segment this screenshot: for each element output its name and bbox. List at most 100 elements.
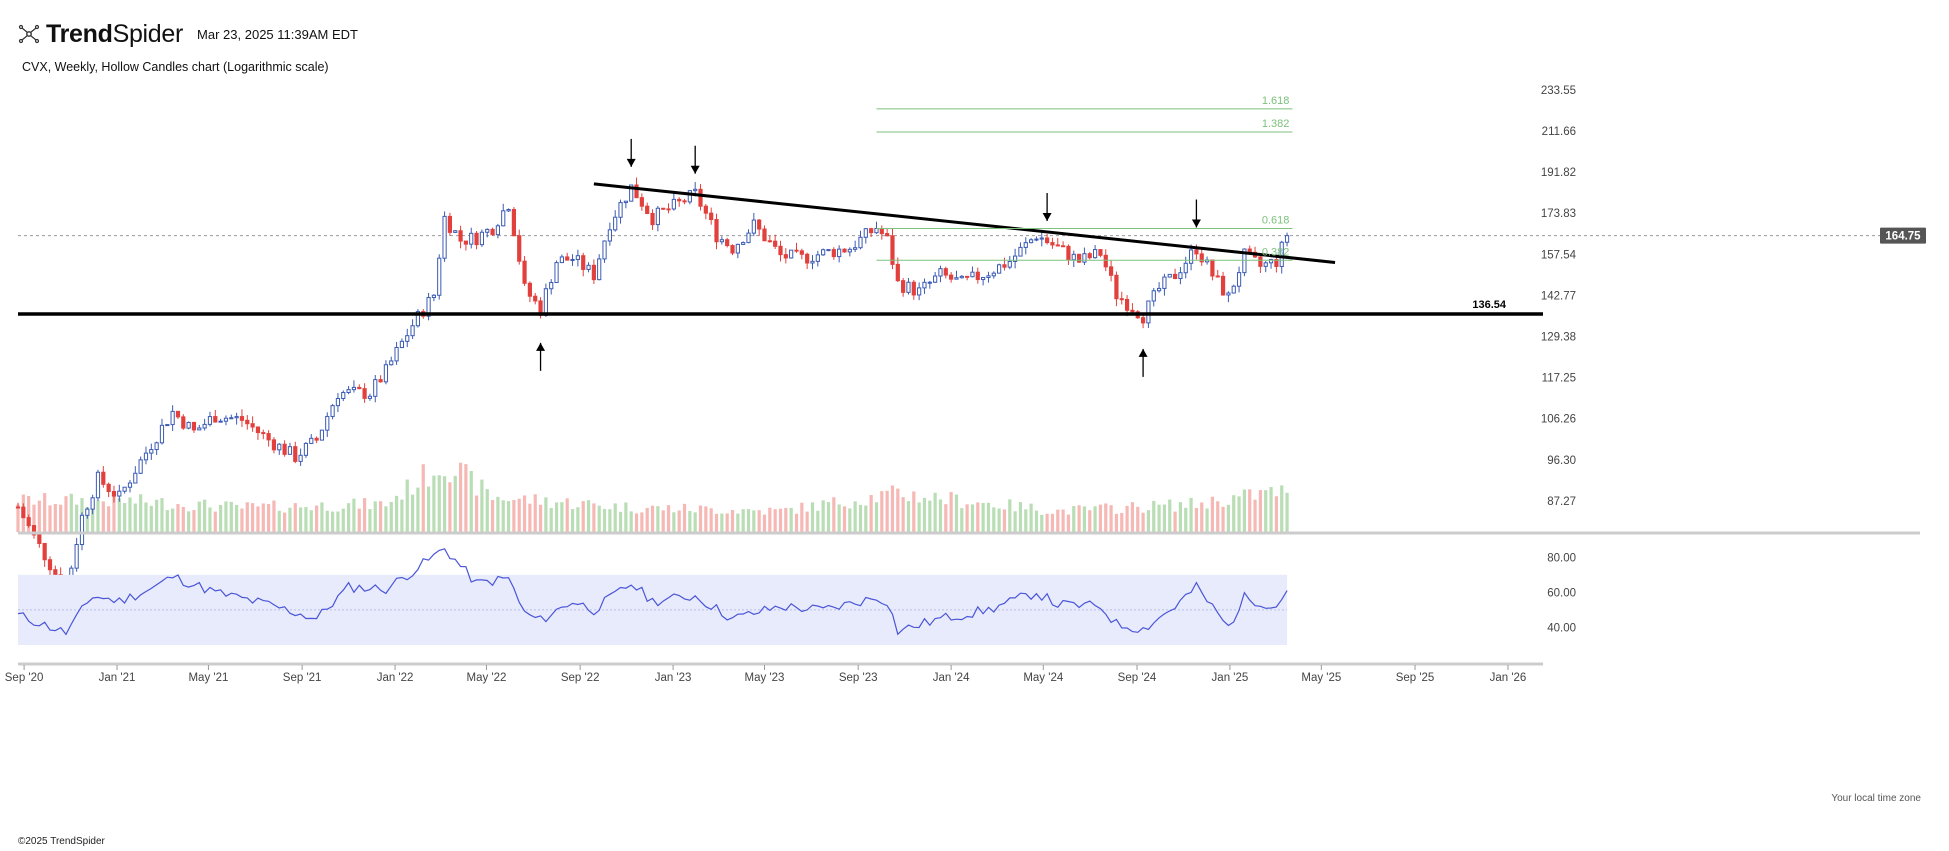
x-axis-tick-label: Jan '25 [1212, 672, 1249, 684]
volume-bar [133, 503, 137, 532]
header: TrendSpider Mar 23, 2025 11:39AM EDT [18, 18, 358, 50]
candle-body [607, 229, 612, 242]
candle-body [106, 483, 111, 492]
candle-body [149, 449, 154, 454]
candle-body [762, 228, 767, 242]
fib-level-label: 0.382 [1262, 246, 1290, 258]
volume-bar [1056, 509, 1060, 532]
candle-body [1151, 290, 1156, 302]
volume-bar [171, 508, 175, 532]
drawing-lines[interactable]: 136.54 1.618 1.382 0.618 0.382 [18, 95, 1543, 377]
trendspider-logo[interactable]: TrendSpider [18, 20, 183, 49]
volume-bar [59, 504, 63, 532]
x-axis-tick-label: Sep '24 [1118, 672, 1157, 684]
candle-body [1098, 249, 1103, 256]
volume-bar [501, 500, 505, 532]
volume-bar [768, 507, 772, 532]
volume-bar [1072, 506, 1076, 532]
candle-body [410, 325, 415, 337]
volume-bar [933, 492, 937, 532]
candle-body [890, 235, 895, 265]
candle-body [127, 482, 133, 488]
brand-name: TrendSpider [46, 20, 183, 49]
volume-bar [267, 504, 271, 532]
volume-bar [1120, 512, 1124, 532]
x-axis-tick-label: Jan '22 [377, 672, 414, 684]
volume-bar [208, 507, 212, 532]
candle-body [1194, 249, 1199, 255]
volume-bar [378, 501, 383, 532]
candle-body [1215, 275, 1220, 278]
candle-body [959, 275, 964, 279]
candle-body [138, 459, 143, 474]
volume-bar [357, 508, 361, 532]
candle-body [501, 210, 506, 227]
volume-bar [384, 506, 388, 532]
volume-bar [576, 507, 580, 532]
volume-bar [528, 503, 532, 532]
volume-bar [410, 494, 415, 532]
volume-bar [640, 512, 644, 532]
x-axis-tick-label: May '23 [745, 672, 785, 684]
candle-body [543, 288, 548, 316]
candle-body [53, 569, 58, 576]
candle-body [133, 472, 138, 484]
candle-body [565, 256, 570, 261]
candle-body [1279, 241, 1284, 267]
candle-body [85, 508, 90, 516]
volume-bar [826, 502, 831, 532]
candle-body [1034, 238, 1039, 241]
volume-bar [661, 510, 665, 532]
volume-bar [235, 504, 239, 532]
candle-body [330, 405, 335, 417]
volume-bar [762, 514, 767, 532]
volume-bar [1280, 485, 1284, 532]
fib-level-label: 1.382 [1262, 118, 1290, 130]
candle-body [554, 262, 559, 283]
support-level-label: 136.54 [1472, 299, 1507, 311]
volume-bar [1093, 506, 1097, 532]
volume-bars [16, 462, 1289, 532]
candle-body [1178, 272, 1183, 280]
candle-body [463, 240, 469, 245]
candle-body [314, 437, 319, 441]
candle-body [527, 282, 532, 297]
volume-bar [1024, 509, 1028, 532]
volume-bar [629, 511, 633, 532]
candle-body [341, 391, 346, 400]
volume-bar [1008, 499, 1012, 532]
candle-body [954, 277, 959, 280]
copyright: ©2025 TrendSpider [18, 836, 105, 847]
candle-body [687, 190, 692, 203]
rsi-axis-tick-label: 40.00 [1547, 622, 1576, 634]
candle-body [767, 240, 772, 243]
volume-bar [448, 482, 452, 532]
x-axis-tick-label: Jan '21 [99, 672, 136, 684]
volume-bar [426, 486, 431, 532]
timezone-note[interactable]: Your local time zone [1831, 793, 1921, 804]
candle-body [1007, 260, 1012, 268]
volume-bar [613, 503, 617, 532]
candle-body [778, 245, 783, 256]
volume-bar [442, 476, 447, 532]
candle-body [757, 219, 762, 230]
candle-body [357, 386, 362, 390]
candle-body [879, 228, 884, 235]
volume-bar [784, 507, 788, 532]
candle-body [1226, 292, 1231, 296]
candle-body [949, 274, 954, 280]
volume-bar [1125, 505, 1129, 532]
candle-body [122, 486, 127, 492]
candle-body [575, 255, 580, 260]
candle-body [719, 239, 724, 243]
volume-bar [341, 508, 345, 532]
candle-body [373, 379, 378, 397]
volume-bar [69, 493, 73, 532]
candle-body [1039, 237, 1044, 240]
candle-body [1055, 244, 1060, 247]
volume-bar [64, 496, 68, 532]
volume-bar [714, 513, 719, 532]
volume-bar [805, 511, 809, 532]
candle-body [847, 248, 852, 253]
